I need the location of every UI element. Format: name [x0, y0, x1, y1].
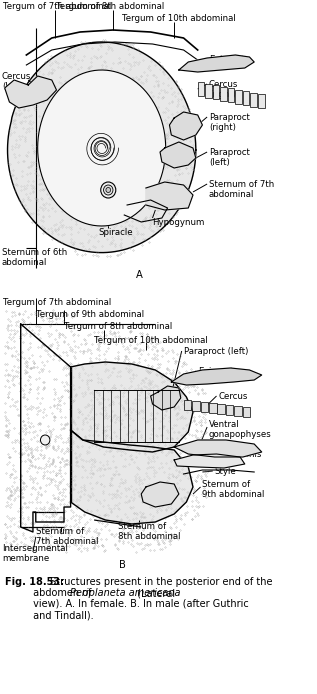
Bar: [243, 407, 250, 417]
Circle shape: [41, 435, 50, 445]
Text: Cercus
(right): Cercus (right): [209, 80, 238, 99]
Bar: [220, 87, 227, 101]
Polygon shape: [174, 440, 262, 457]
Text: Structures present in the posterior end of the: Structures present in the posterior end …: [47, 577, 273, 587]
Text: Style: Style: [215, 467, 236, 476]
Text: abdomen of: abdomen of: [5, 588, 94, 598]
Polygon shape: [141, 482, 179, 507]
Polygon shape: [174, 454, 245, 468]
Bar: [234, 406, 242, 416]
Text: Sternum of
8th abdominal: Sternum of 8th abdominal: [118, 522, 180, 541]
Circle shape: [104, 185, 113, 195]
Bar: [258, 94, 264, 108]
Bar: [250, 92, 257, 106]
Text: Cercus: Cercus: [218, 392, 248, 401]
Text: Tergum of 9th abdominal: Tergum of 9th abdominal: [36, 310, 144, 319]
Text: Sternum of
7th abdominal: Sternum of 7th abdominal: [36, 527, 98, 546]
Bar: [226, 405, 233, 415]
Text: Tergum of 10th abdominal: Tergum of 10th abdominal: [122, 14, 236, 23]
Bar: [192, 401, 200, 411]
Text: and Tindall).: and Tindall).: [5, 610, 93, 620]
Text: Epiproct: Epiproct: [198, 367, 233, 376]
Bar: [205, 83, 212, 97]
Circle shape: [106, 187, 111, 192]
Text: Sternum of 6th
abdominal: Sternum of 6th abdominal: [2, 248, 67, 267]
Text: Ventral
gonapophyses: Ventral gonapophyses: [209, 420, 272, 439]
Text: Paraproct
(left): Paraproct (left): [209, 148, 250, 167]
Bar: [198, 82, 204, 96]
Text: Paraproct
(right): Paraproct (right): [209, 113, 250, 133]
Bar: [213, 85, 219, 99]
Text: Cercus
(left): Cercus (left): [2, 72, 31, 92]
Text: Tergum of 8th abdominal: Tergum of 8th abdominal: [64, 322, 172, 331]
Text: Intersegmental
membrane: Intersegmental membrane: [2, 544, 68, 564]
Text: Tergum of 7th abdominal: Tergum of 7th abdominal: [3, 298, 111, 307]
Text: (Lateral: (Lateral: [134, 588, 175, 598]
Polygon shape: [38, 70, 166, 226]
Polygon shape: [5, 76, 56, 108]
Polygon shape: [171, 368, 262, 385]
Polygon shape: [151, 386, 181, 410]
Bar: [243, 91, 249, 105]
Polygon shape: [146, 182, 193, 210]
Polygon shape: [8, 42, 196, 253]
Text: Pseudopenis: Pseudopenis: [207, 450, 262, 459]
Bar: [201, 402, 208, 412]
Polygon shape: [160, 142, 196, 168]
Bar: [217, 404, 225, 414]
Text: view). A. In female. B. In male (after Guthric: view). A. In female. B. In male (after G…: [5, 599, 249, 609]
Circle shape: [101, 182, 116, 198]
Text: Tergum of 7th abdominal: Tergum of 7th abdominal: [3, 2, 111, 11]
Bar: [228, 88, 234, 102]
Text: Tergum of 8th abdominal: Tergum of 8th abdominal: [56, 2, 165, 11]
Text: Epiproct: Epiproct: [209, 55, 244, 64]
Text: Periplaneta americana: Periplaneta americana: [70, 588, 180, 598]
Text: Fig. 18.53:: Fig. 18.53:: [5, 577, 64, 587]
Text: B: B: [119, 560, 126, 570]
Bar: [184, 400, 191, 410]
Text: Sternum of 7th
abdominal: Sternum of 7th abdominal: [209, 180, 274, 199]
Text: Paraproct (left): Paraproct (left): [184, 347, 248, 356]
Polygon shape: [71, 362, 193, 524]
Polygon shape: [170, 112, 202, 140]
Bar: [209, 403, 217, 413]
Text: A: A: [136, 270, 143, 280]
Text: Tergum of 10th abdominal: Tergum of 10th abdominal: [94, 336, 208, 345]
Polygon shape: [179, 55, 254, 72]
Text: Sternum of
9th abdominal: Sternum of 9th abdominal: [202, 480, 265, 500]
Text: Spiracle: Spiracle: [99, 228, 133, 237]
Bar: [235, 90, 242, 103]
Text: Hypogynum: Hypogynum: [152, 218, 205, 227]
